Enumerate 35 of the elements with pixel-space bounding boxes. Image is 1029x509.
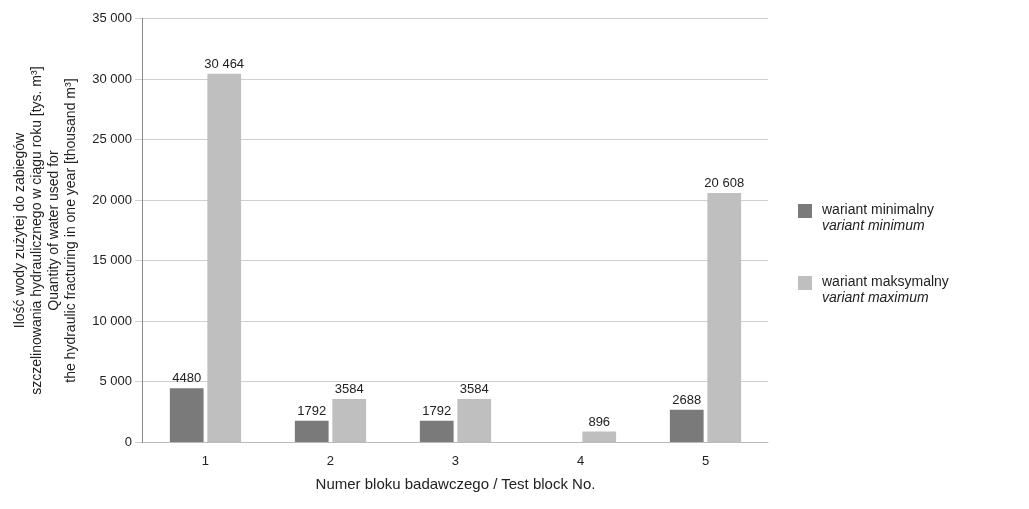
bar xyxy=(707,192,742,442)
y-tick-label: 5 000 xyxy=(99,373,132,389)
y-tick-label: 15 000 xyxy=(92,252,132,268)
x-tick-label: 4 xyxy=(576,452,585,468)
bar xyxy=(169,388,204,442)
bar xyxy=(419,420,454,442)
x-tick-label: 5 xyxy=(701,452,710,468)
bar xyxy=(207,73,242,442)
data-label: 1792 xyxy=(422,402,452,418)
bar xyxy=(669,409,704,442)
bar xyxy=(294,420,329,442)
y-tick-label: 35 000 xyxy=(92,10,132,26)
data-label: 3584 xyxy=(459,381,489,397)
x-tick-label: 2 xyxy=(326,452,335,468)
data-label: 3584 xyxy=(334,381,364,397)
data-label: 1792 xyxy=(297,402,327,418)
y-tick-label: 25 000 xyxy=(92,131,132,147)
bar xyxy=(457,399,492,442)
data-label: 30 464 xyxy=(204,55,245,71)
x-tick-label: 1 xyxy=(201,452,210,468)
bar xyxy=(582,431,617,442)
y-tick-label: 20 000 xyxy=(92,191,132,207)
legend-label: wariant maksymalny variant maximum xyxy=(822,273,949,305)
y-tick-label: 10 000 xyxy=(92,312,132,328)
y-tick-label: 30 000 xyxy=(92,70,132,86)
data-label: 896 xyxy=(588,413,611,429)
y-tick-label: 0 xyxy=(124,433,132,449)
x-axis-title: Numer bloku badawczego / Test block No. xyxy=(315,475,596,493)
data-label: 4480 xyxy=(172,370,202,386)
x-tick-label: 3 xyxy=(451,452,460,468)
data-label: 20 608 xyxy=(704,175,745,191)
legend-label: wariant minimalny variant minimum xyxy=(822,201,935,233)
bar xyxy=(332,399,367,442)
data-label: 2688 xyxy=(672,391,702,407)
y-axis-title: Ilość wody zużytej do zabiegów szczelinowania hydraulicznego w ciągu roku [tys. m³] Quantity of water used for the hydraulic fracturing in one year [thousand m³] xyxy=(11,66,78,395)
